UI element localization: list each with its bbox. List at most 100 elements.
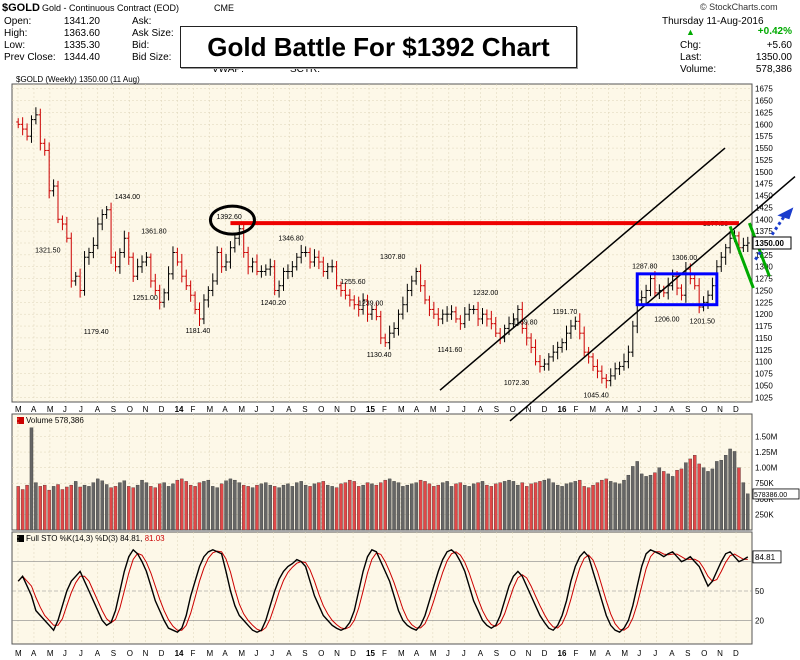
- price-bar: [546, 353, 551, 371]
- volume-bar: [365, 482, 370, 531]
- price-annotation: 1251.00: [132, 295, 157, 302]
- price-bar: [277, 280, 282, 298]
- projection-arrow-head: [777, 207, 794, 220]
- volume-bar: [127, 486, 131, 531]
- field-bidsize-label: Bid Size:: [132, 52, 172, 63]
- price-bar: [338, 281, 343, 297]
- last-volume-box: [752, 488, 800, 500]
- volume-bar: [281, 484, 286, 531]
- price-annotation: 1434.00: [115, 194, 140, 201]
- price-bar: [153, 273, 158, 296]
- volume-bar: [405, 484, 410, 531]
- price-bar: [745, 236, 750, 253]
- price-bar: [254, 254, 259, 276]
- x-tick-label: J: [63, 405, 67, 414]
- price-bar: [458, 315, 463, 330]
- price-bar: [480, 308, 485, 325]
- volume-tick-label: 1.00M: [755, 464, 778, 473]
- price-bar: [166, 266, 171, 301]
- volume-bar: [418, 479, 423, 531]
- volume-bar: [38, 486, 43, 531]
- volume-bar: [215, 487, 219, 531]
- price-bar: [467, 303, 472, 321]
- price-bar: [299, 244, 304, 264]
- volume-bar: [166, 486, 171, 531]
- field-last-value: 1350.00: [755, 52, 792, 63]
- price-tick-label: 1675: [755, 85, 773, 94]
- x-tick-label: N: [526, 649, 532, 658]
- price-annotation: 1240.20: [261, 300, 286, 307]
- price-bar: [343, 282, 348, 300]
- price-tick-label: 1075: [755, 370, 773, 379]
- consolidation-box: [635, 272, 719, 307]
- volume-bar: [140, 479, 144, 531]
- field-bid-label: Bid:: [132, 40, 150, 51]
- volume-bar: [741, 482, 746, 531]
- volume-bar: [352, 481, 356, 531]
- price-bar: [392, 322, 397, 338]
- channel-lower-line: [509, 175, 796, 422]
- volume-bar: [586, 487, 591, 531]
- price-bar: [201, 294, 206, 325]
- x-tick-label: M: [621, 405, 628, 414]
- field-volume-label: Volume:: [680, 64, 717, 75]
- volume-bar: [237, 482, 241, 531]
- price-bar: [316, 250, 321, 270]
- volume-bar: [701, 467, 706, 531]
- volume-bar: [507, 479, 511, 531]
- price-bar: [272, 260, 277, 296]
- price-bar: [484, 309, 489, 327]
- volume-bar: [458, 482, 463, 531]
- volume-bar: [578, 479, 582, 531]
- volume-legend-swatch: [17, 417, 24, 424]
- x-tick-label: N: [526, 405, 532, 414]
- field-asksize-label: Ask Size:: [132, 28, 174, 39]
- price-bar: [431, 301, 436, 319]
- volume-bar: [51, 486, 56, 531]
- volume-bar: [746, 493, 750, 531]
- price-bar: [582, 326, 587, 357]
- volume-bar: [153, 487, 157, 531]
- volume-bar: [392, 481, 396, 531]
- volume-bar: [670, 476, 675, 531]
- volume-bar: [476, 482, 480, 531]
- x-tick-label: F: [382, 405, 387, 414]
- x-tick-label: S: [302, 649, 307, 658]
- x-tick-label: J: [446, 405, 450, 414]
- x-tick-label: O: [318, 649, 324, 658]
- volume-bar: [427, 483, 432, 531]
- x-tick-label: J: [79, 649, 83, 658]
- volume-bar: [445, 481, 449, 531]
- price-tick-label: 1600: [755, 120, 773, 129]
- chart-header: $GOLD Gold - Continuous Contract (EOD) C…: [0, 0, 800, 82]
- price-bar: [542, 358, 547, 371]
- price-tick-label: 1475: [755, 180, 773, 189]
- x-tick-label: D: [542, 405, 548, 414]
- price-tick-label: 1400: [755, 215, 773, 224]
- volume-bar: [343, 482, 348, 531]
- volume-bar: [679, 468, 684, 531]
- x-tick-label: M: [238, 405, 245, 414]
- sto-k-line: [17, 548, 749, 634]
- volume-bar: [158, 483, 162, 531]
- price-bar: [489, 310, 494, 330]
- x-tick-label: O: [318, 405, 324, 414]
- price-tick-label: 1575: [755, 132, 773, 141]
- volume-bar: [78, 486, 82, 531]
- price-tick-label: 1025: [755, 393, 773, 402]
- price-bar: [325, 262, 330, 280]
- x-tick-label: D: [733, 649, 739, 658]
- last-price-box: [752, 236, 792, 250]
- volume-bar: [321, 481, 326, 531]
- volume-bar: [118, 482, 122, 531]
- price-bar: [228, 241, 233, 269]
- sto-tick-label: 50: [755, 587, 764, 596]
- price-bar: [312, 249, 317, 267]
- x-tick-label: D: [159, 405, 165, 414]
- volume-bar: [675, 469, 679, 531]
- field-low-value: 1335.30: [63, 40, 100, 51]
- price-bar: [369, 305, 374, 320]
- volume-bar: [73, 481, 78, 531]
- x-tick-label: A: [414, 649, 420, 658]
- price-bar: [126, 232, 131, 265]
